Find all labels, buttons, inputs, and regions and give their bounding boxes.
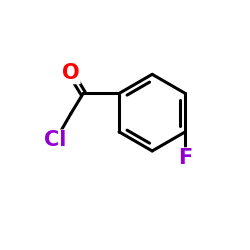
Text: O: O: [62, 63, 80, 83]
Text: F: F: [178, 148, 192, 168]
Text: Cl: Cl: [44, 130, 66, 150]
